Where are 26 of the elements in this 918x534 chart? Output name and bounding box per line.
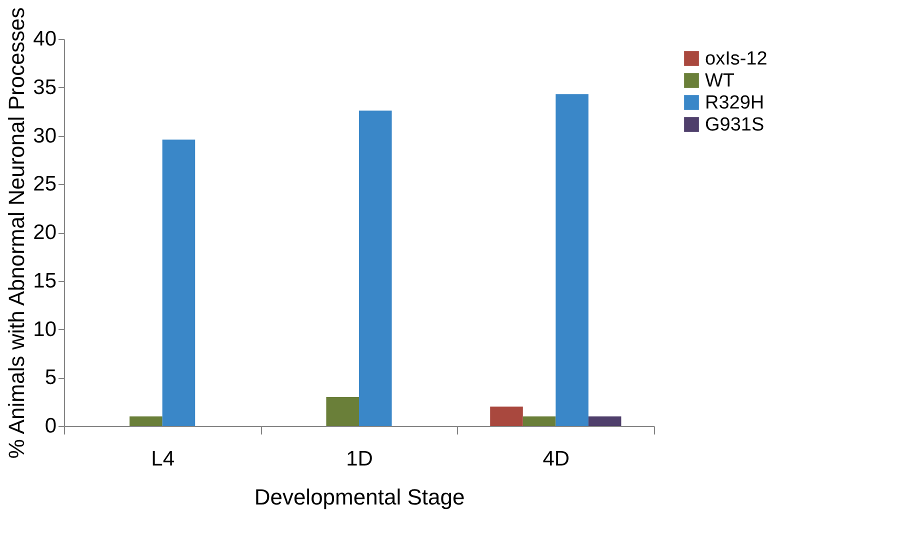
x-tick-label: 4D <box>542 448 570 470</box>
y-tick-label: 15 <box>33 269 56 292</box>
y-tick-label: 10 <box>33 318 56 341</box>
bar <box>130 416 162 426</box>
y-axis-title: % Animals with Abnormal Neuronal Processes <box>4 7 30 459</box>
bar <box>588 416 622 426</box>
bar <box>490 406 523 426</box>
y-tick-label: 5 <box>44 366 56 390</box>
legend-label: WT <box>705 70 735 92</box>
legend-label: oxIs-12 <box>705 48 768 70</box>
y-tick-label: 0 <box>44 414 56 438</box>
x-axis-title: Developmental Stage <box>254 484 465 510</box>
bar <box>359 110 392 426</box>
x-tick-label: 1D <box>346 448 373 470</box>
bar <box>162 140 196 426</box>
bar <box>522 416 556 426</box>
bar <box>326 396 359 426</box>
y-tick-label: 25 <box>33 172 56 196</box>
legend-label: R329H <box>705 92 764 114</box>
y-tick-label: 35 <box>33 76 56 99</box>
legend-label: G931S <box>705 114 764 136</box>
y-tick-label: 40 <box>33 28 56 50</box>
bar <box>556 94 588 426</box>
y-tick-label: 30 <box>33 124 56 148</box>
y-tick-label: 20 <box>33 221 56 244</box>
x-tick-label: L4 <box>151 448 175 470</box>
